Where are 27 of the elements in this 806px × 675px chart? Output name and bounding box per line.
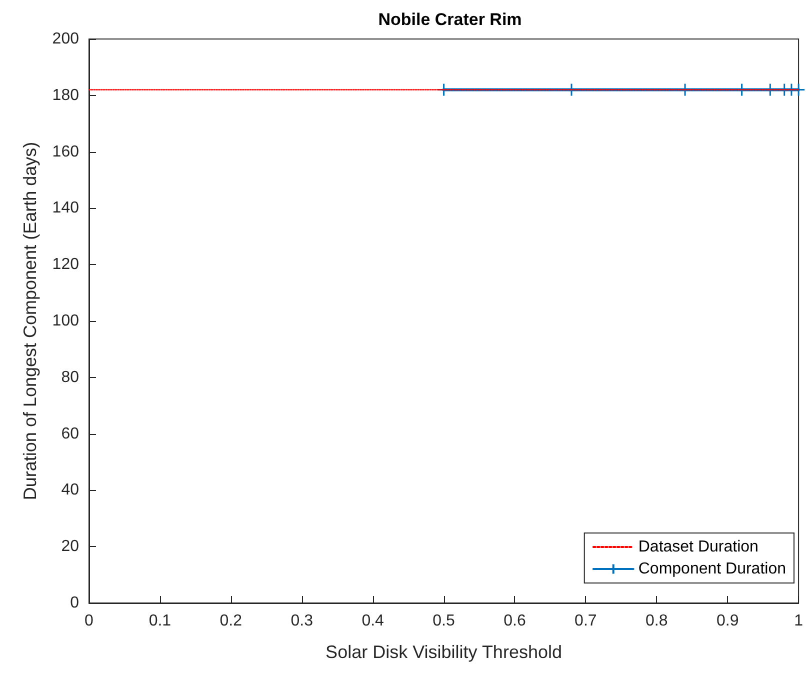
- x-tick-label: 0.6: [504, 612, 526, 630]
- x-tick-label: 0.3: [290, 612, 314, 630]
- y-axis-title: Duration of Longest Component (Earth days): [20, 142, 40, 500]
- y-tick-label: 0: [70, 594, 80, 612]
- y-tick-label: 180: [52, 86, 80, 104]
- x-tick-label: 0.8: [646, 612, 668, 630]
- y-tick-label: 40: [61, 482, 80, 499]
- x-tick-label: 0.7: [574, 612, 597, 630]
- y-tick-label: 120: [52, 256, 80, 274]
- x-tick-label: 0.9: [716, 612, 739, 630]
- y-tick-label: 60: [61, 425, 80, 442]
- legend-label: Component Duration: [638, 560, 786, 578]
- x-axis-title: Solar Disk Visibility Threshold: [326, 642, 562, 662]
- y-tick-label: 20: [61, 538, 80, 556]
- x-tick-label: 0.5: [432, 612, 455, 630]
- y-tick-label: 140: [52, 200, 80, 217]
- x-tick-label: 1: [794, 612, 804, 630]
- y-tick-label: 160: [52, 143, 80, 160]
- y-tick-label: 100: [52, 312, 80, 330]
- y-tick-label: 80: [61, 368, 80, 386]
- y-tick-label: 200: [52, 30, 80, 48]
- x-tick-label: 0.1: [148, 612, 172, 630]
- x-tick-label: 0.4: [362, 612, 384, 630]
- x-tick-label: 0: [84, 612, 94, 630]
- legend-label: Dataset Duration: [638, 538, 758, 556]
- x-tick-label: 0.2: [220, 612, 242, 630]
- chart-title: Nobile Crater Rim: [378, 10, 522, 29]
